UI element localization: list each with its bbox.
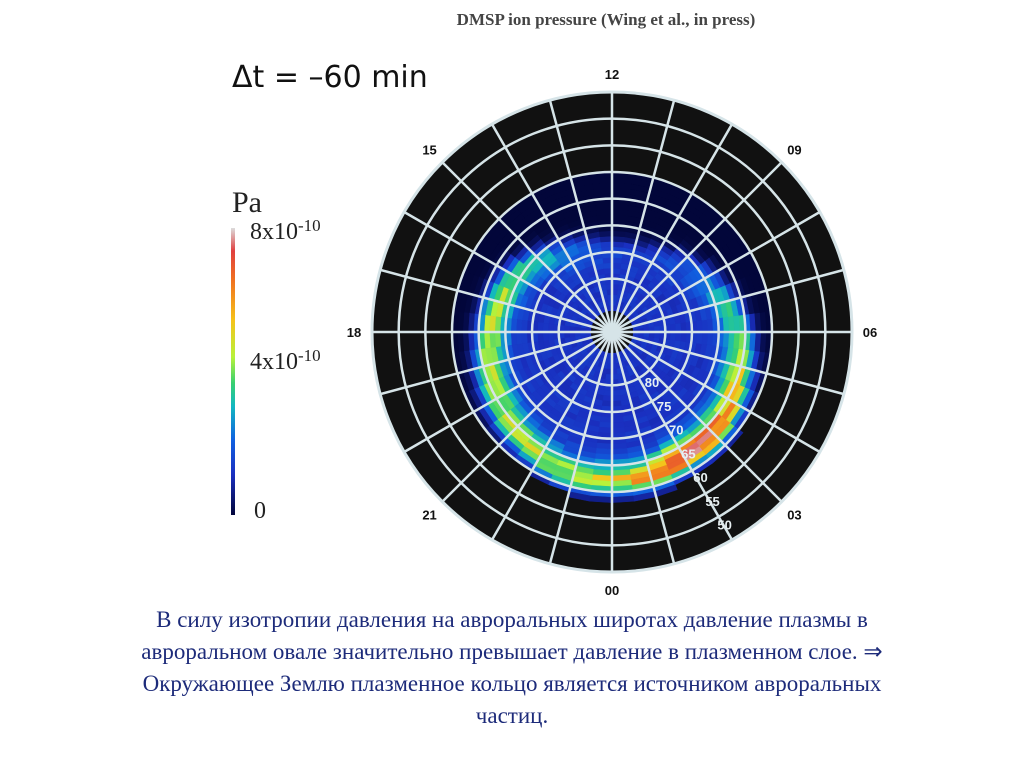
pressure-cell xyxy=(542,322,549,333)
mlt-label: 00 xyxy=(605,583,619,598)
mlt-spoke xyxy=(611,331,783,503)
mlt-spoke xyxy=(610,123,734,333)
pressure-cell xyxy=(680,331,687,343)
polar-pressure-plot: 80 75 70 65 60 55 50 12 09 06 03 00 21 18 15 xyxy=(347,67,877,598)
caption-line: авроральном овале значительно превышает … xyxy=(141,639,883,664)
mlt-spoke xyxy=(610,331,676,565)
pressure-cell xyxy=(537,331,544,343)
pressure-cell xyxy=(601,257,613,264)
mlt-spoke xyxy=(379,330,613,396)
pressure-cell xyxy=(611,267,621,275)
pressure-cell xyxy=(675,331,682,342)
colorbar-tick-max: 8x10-10 xyxy=(250,216,321,245)
pressure-cell xyxy=(547,331,555,341)
mlt-spoke xyxy=(610,331,734,541)
mlt-label: 09 xyxy=(787,143,801,158)
mlt-label: 03 xyxy=(787,507,801,522)
mlt-label: 21 xyxy=(422,507,436,522)
chart-title: DMSP ion pressure (Wing et al., in press… xyxy=(456,10,756,29)
mlt-label: 06 xyxy=(863,325,877,340)
time-offset-label: Δt = –60 min xyxy=(232,60,428,95)
mlt-spoke xyxy=(548,331,614,565)
caption-line: частиц. xyxy=(475,703,549,728)
latitude-label: 70 xyxy=(669,423,683,438)
colorbar-tick-mid: 4x10-10 xyxy=(250,346,321,375)
pressure-cell xyxy=(611,395,622,402)
mlt-spoke xyxy=(379,268,613,334)
pressure-cell xyxy=(542,331,549,342)
latitude-label: 50 xyxy=(717,518,731,533)
mlt-spoke xyxy=(611,210,821,334)
mlt-spoke xyxy=(611,268,845,334)
mlt-spoke xyxy=(611,330,821,454)
colorbar-unit: Pa xyxy=(232,186,262,219)
mlt-spoke xyxy=(490,123,614,333)
caption-line: Окружающее Землю плазменное кольцо являе… xyxy=(142,671,882,696)
mlt-spoke xyxy=(610,99,676,333)
latitude-label: 60 xyxy=(693,470,707,485)
pressure-cell xyxy=(675,322,682,333)
latitude-label: 80 xyxy=(645,375,659,390)
pressure-cell xyxy=(547,323,555,333)
pressure-cell xyxy=(603,267,613,275)
mlt-label: 12 xyxy=(605,67,619,82)
pressure-cell xyxy=(537,321,544,333)
pressure-cell xyxy=(602,395,613,402)
mlt-spoke xyxy=(490,331,614,541)
caption-text: В силу изотропии давления на авроральных… xyxy=(40,604,984,732)
mlt-spoke xyxy=(403,330,613,454)
pressure-cell xyxy=(611,495,635,503)
pressure-cell xyxy=(611,400,623,407)
pressure-cell xyxy=(602,262,613,269)
pressure-cell xyxy=(589,495,613,503)
pressure-cell xyxy=(611,257,623,264)
colorbar-tick-zero: 0 xyxy=(254,498,266,524)
pressure-cell xyxy=(611,389,621,397)
mlt-spoke xyxy=(441,331,613,503)
latitude-label: 65 xyxy=(681,446,695,461)
mlt-spoke xyxy=(548,99,614,333)
pressure-cell xyxy=(611,262,622,269)
mlt-label: 15 xyxy=(422,143,436,158)
mlt-spoke xyxy=(611,330,845,396)
caption-line: В силу изотропии давления на авроральных… xyxy=(156,607,868,632)
latitude-label: 75 xyxy=(657,399,671,414)
mlt-spoke xyxy=(403,210,613,334)
mlt-spoke xyxy=(611,161,783,333)
latitude-label: 55 xyxy=(705,494,719,509)
mlt-label: 18 xyxy=(347,325,361,340)
pressure-cell xyxy=(601,400,613,407)
pressure-cell xyxy=(680,321,687,333)
pressure-cell xyxy=(669,323,677,333)
mlt-spoke xyxy=(441,161,613,333)
pressure-cell xyxy=(603,389,613,397)
colorbar xyxy=(231,228,235,515)
pressure-cell xyxy=(669,331,677,341)
